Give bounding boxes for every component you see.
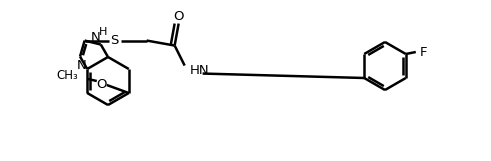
Text: N: N	[77, 59, 87, 72]
Text: CH₃: CH₃	[56, 68, 78, 81]
Text: S: S	[110, 34, 119, 47]
Text: F: F	[420, 46, 428, 58]
Text: N: N	[91, 31, 101, 44]
Text: O: O	[173, 10, 184, 23]
Text: H: H	[99, 27, 107, 37]
Text: HN: HN	[190, 64, 209, 77]
Text: O: O	[97, 77, 107, 90]
